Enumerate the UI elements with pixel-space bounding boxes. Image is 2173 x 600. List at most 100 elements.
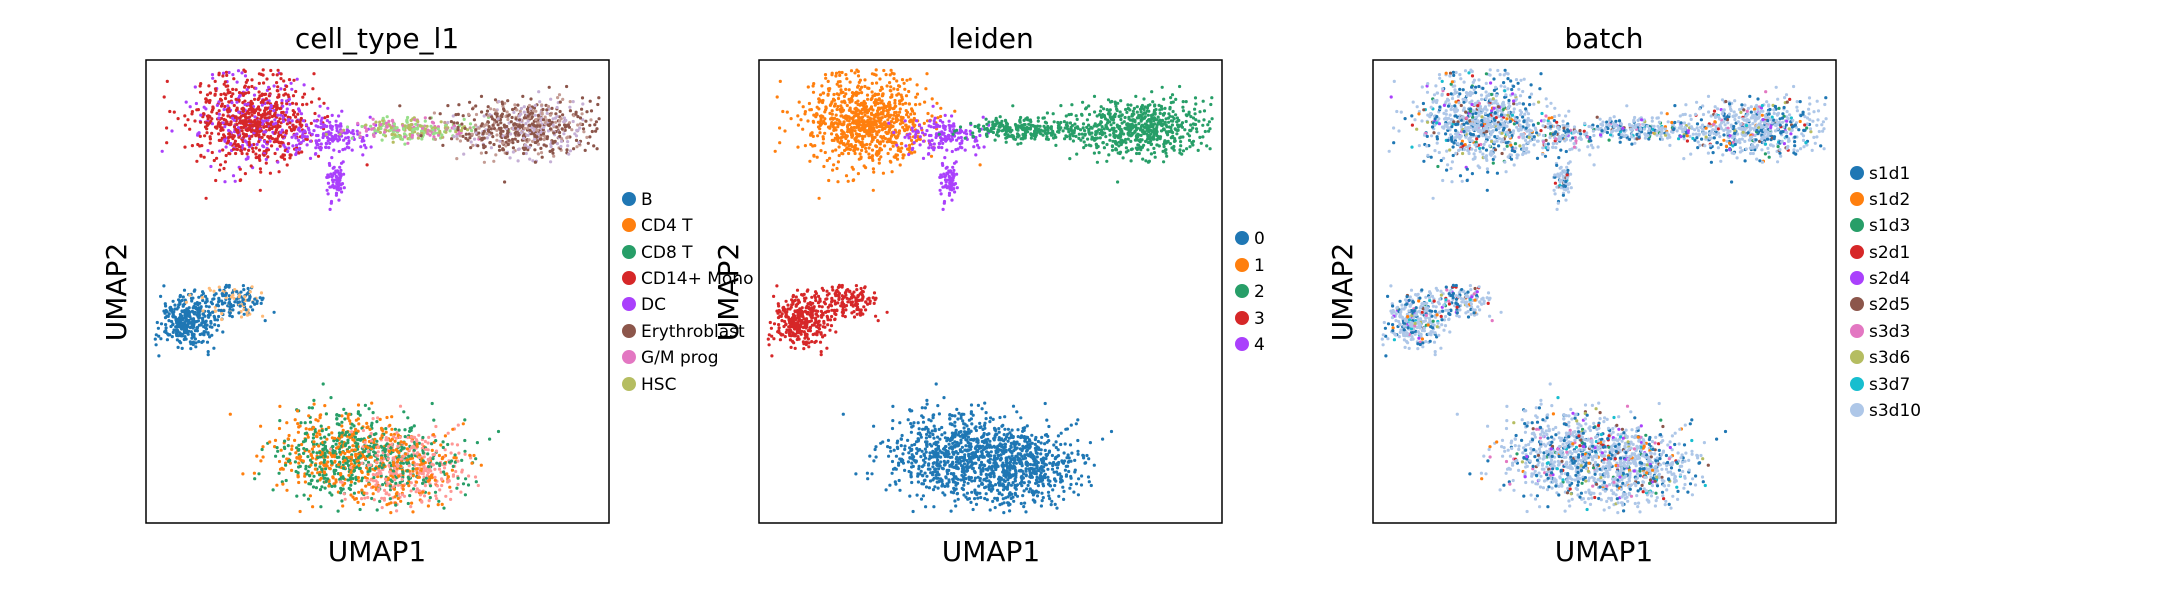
scatter-point (801, 127, 805, 131)
scatter-point (281, 119, 285, 124)
scatter-point (297, 448, 301, 452)
scatter-point (369, 423, 374, 428)
scatter-point (943, 174, 948, 178)
scatter-point (198, 144, 202, 148)
scatter-point (397, 474, 401, 478)
scatter-point (230, 315, 234, 319)
scatter-point (401, 471, 405, 475)
scatter-point (835, 92, 839, 96)
scatter-point (314, 418, 318, 422)
scatter-point (182, 288, 187, 292)
scatter-point (232, 125, 237, 129)
scatter-point (277, 459, 282, 464)
scatter-point (474, 480, 478, 484)
scatter-point (324, 427, 328, 431)
scatter-point (524, 122, 528, 126)
scatter-point (423, 119, 427, 123)
scatter-point (292, 133, 297, 137)
scatter-point (286, 149, 290, 154)
scatter-point (217, 132, 221, 136)
scatter-point (329, 396, 333, 400)
scatter-point (261, 455, 265, 459)
scatter-point (157, 354, 161, 358)
scatter-point (562, 132, 566, 136)
scatter-point (322, 447, 326, 451)
scatter-point (403, 435, 407, 439)
scatter-point (301, 133, 305, 137)
scatter-point (455, 134, 459, 138)
scatter-point (421, 459, 425, 463)
scatter-point (254, 152, 258, 156)
scatter-point (205, 299, 209, 303)
scatter-point (226, 104, 230, 108)
scatter-point (223, 125, 227, 129)
scatter-point (155, 320, 159, 325)
scatter-point (159, 322, 164, 326)
scatter-point (533, 160, 538, 164)
scatter-point (593, 123, 597, 127)
scatter-point (359, 135, 363, 139)
scatter-points (766, 68, 1214, 515)
scatter-point (463, 449, 467, 453)
scatter-point (513, 137, 517, 141)
scatter-point (257, 140, 261, 144)
scatter-point (965, 132, 969, 136)
scatter-point (821, 141, 825, 145)
scatter-point (945, 165, 949, 169)
scatter-point (436, 503, 440, 507)
scatter-point (594, 120, 599, 124)
scatter-point (223, 180, 227, 184)
scatter-point (389, 510, 393, 515)
scatter-point (463, 493, 467, 497)
scatter-point (226, 114, 230, 118)
scatter-point (193, 288, 197, 292)
scatter-point (781, 109, 785, 114)
scatter-point (242, 302, 246, 306)
scatter-point (211, 297, 215, 301)
scatter-point (460, 468, 464, 472)
scatter-point (834, 71, 839, 75)
scatter-point (444, 494, 448, 498)
scatter-point (322, 460, 326, 464)
scatter-point (385, 415, 389, 420)
scatter-point (941, 163, 945, 167)
scatter-point (223, 138, 227, 142)
scatter-point (344, 442, 348, 446)
scatter-point (203, 134, 207, 138)
scatter-point (441, 143, 445, 147)
scatter-point (476, 483, 480, 488)
scatter-point (522, 110, 526, 114)
scatter-point (880, 85, 884, 89)
scatter-point (217, 308, 221, 312)
scatter-point (328, 120, 332, 124)
scatter-point (492, 142, 496, 147)
scatter-point (823, 150, 827, 155)
scatter-point (890, 141, 894, 145)
scatter-point (333, 134, 337, 138)
scatter-point (891, 144, 895, 148)
scatter-point (326, 192, 330, 196)
scatter-point (317, 114, 321, 118)
scatter-point (505, 110, 509, 114)
scatter-point (393, 478, 397, 482)
scatter-point (517, 123, 522, 128)
scatter-point (389, 446, 393, 450)
scatter-point (566, 144, 570, 148)
scatter-point (389, 501, 393, 505)
scatter-point (190, 299, 194, 303)
scatter-point (843, 116, 848, 120)
scatter-point (262, 153, 266, 157)
scatter-point (376, 127, 380, 131)
scatter-point (870, 148, 875, 152)
scatter-point (199, 323, 203, 327)
scatter-point (824, 105, 828, 109)
scatter-point (365, 163, 369, 167)
scatter-point (595, 147, 599, 151)
scatter-point (488, 437, 492, 441)
scatter-point (363, 496, 367, 500)
scatter-point (868, 142, 872, 146)
scatter-point (260, 93, 264, 97)
scatter-point (393, 133, 397, 137)
scatter-point (549, 145, 553, 149)
scatter-point (285, 110, 289, 114)
